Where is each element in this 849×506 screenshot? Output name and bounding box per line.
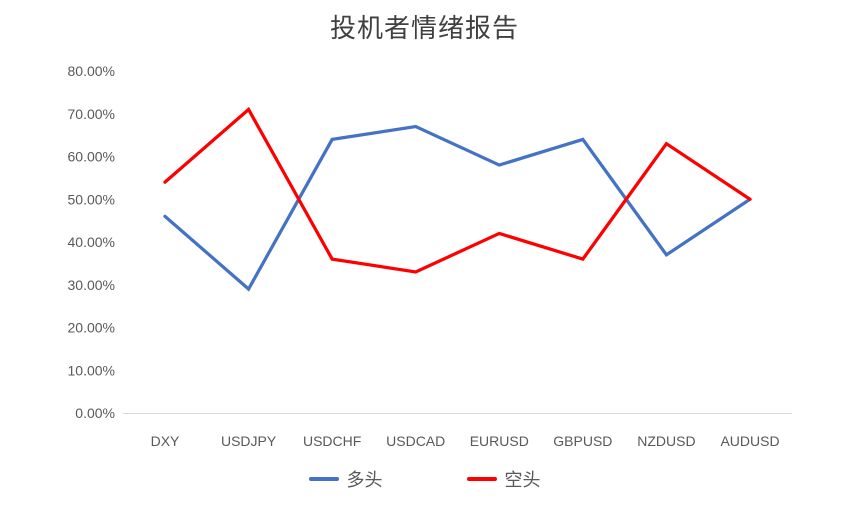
y-axis-tick-label: 20.00% xyxy=(68,320,115,336)
y-axis-tick-label: 50.00% xyxy=(68,191,115,207)
y-axis-tick-label: 10.00% xyxy=(68,362,115,378)
y-axis-tick-label: 70.00% xyxy=(68,106,115,122)
x-axis-category-label: NZDUSD xyxy=(637,433,695,449)
x-axis-category-label: GBPUSD xyxy=(553,433,612,449)
series-line-short xyxy=(163,106,752,274)
x-axis-category-label: EURUSD xyxy=(470,433,529,449)
series-line-long xyxy=(163,124,752,292)
legend-swatch-short-line xyxy=(466,477,497,481)
y-axis-tick-label: 80.00% xyxy=(68,63,115,79)
y-axis-tick-label: 30.00% xyxy=(68,277,115,293)
legend-item-short: 空头 xyxy=(466,466,541,492)
y-axis-tick-label: 40.00% xyxy=(68,234,115,250)
x-axis-category-label: USDCAD xyxy=(386,433,445,449)
legend-label-long: 多头 xyxy=(346,470,383,490)
chart-title: 投机者情绪报告 xyxy=(329,13,519,43)
x-axis-category-label: USDCHF xyxy=(303,433,361,449)
legend-swatch-long-line xyxy=(308,477,339,481)
y-axis-tick-label: 60.00% xyxy=(68,149,115,165)
y-axis-tick-label: 0.00% xyxy=(75,405,115,421)
x-axis-category-label: USDJPY xyxy=(221,433,277,449)
x-axis-category-label: AUDUSD xyxy=(720,433,779,449)
legend-item-long: 多头 xyxy=(308,466,383,492)
legend-label-short: 空头 xyxy=(504,470,541,490)
x-axis-category-label: DXY xyxy=(151,433,180,449)
legend: 多头 空头 xyxy=(0,466,849,492)
